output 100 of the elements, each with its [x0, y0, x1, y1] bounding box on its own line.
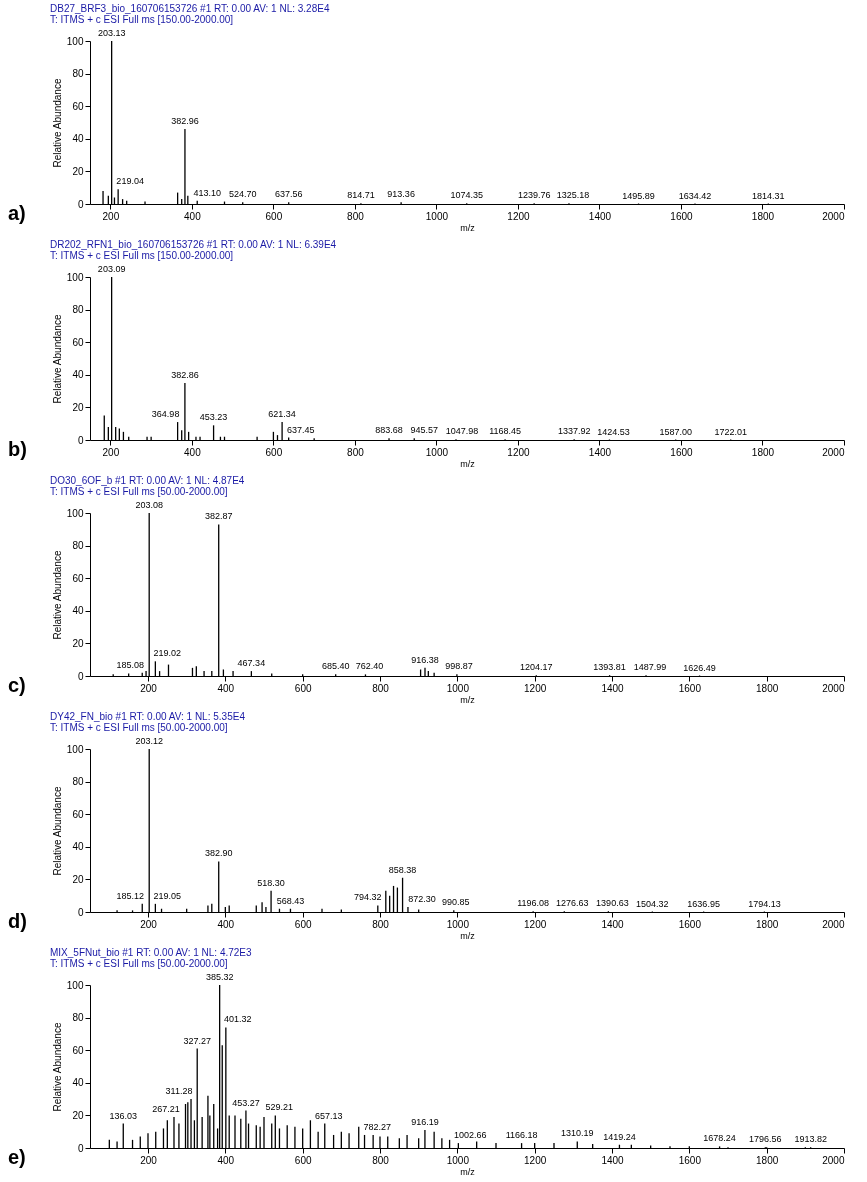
y-tick-label: 20: [72, 1109, 84, 1121]
text: a): [8, 202, 26, 224]
annotation: 529.21: [265, 1102, 294, 1113]
annotation: 1166.18: [505, 1130, 538, 1141]
annotation: 998.87: [445, 661, 473, 672]
x-tick-label: 2000: [822, 446, 845, 458]
y-tick-label: 100: [66, 271, 84, 283]
chart-title: DR202_RFN1_bio_160706153726 #1 RT: 0.00 AV: 1 NL: 6.39E4: [50, 239, 337, 250]
x-tick-label: 1000: [446, 682, 470, 694]
x-tick-label: 1400: [588, 210, 612, 222]
y-tick-label: 60: [72, 1044, 84, 1056]
annotation: 1634.42: [678, 190, 712, 201]
annotation: 657.13: [314, 1110, 343, 1121]
x-axis-title: m/z: [460, 458, 476, 469]
x-tick-label: 1600: [670, 210, 694, 222]
annotation: 1504.32: [636, 898, 669, 909]
chart-subtitle: T: ITMS + c ESI Full ms [150.00-2000.00]: [50, 250, 234, 261]
annotation: 990.85: [442, 897, 470, 908]
annotation: 1168.45: [489, 426, 522, 437]
annotation: 203.08: [135, 500, 163, 510]
chart-title: DB27_BRF3_bio_160706153726 #1 RT: 0.00 AV: 1 NL: 3.28E4: [50, 3, 330, 14]
annotation: 1487.99: [633, 662, 667, 673]
annotation: 621.34: [268, 409, 296, 420]
annotation: 872.30: [408, 894, 436, 905]
annotation: 637.45: [286, 424, 315, 435]
x-tick-label: 400: [217, 1154, 235, 1166]
annotation: 1204.17: [520, 662, 553, 673]
x-axis-title: m/z: [460, 222, 476, 233]
x-tick-label: 1600: [678, 682, 702, 694]
annotation: 1913.82: [794, 1134, 827, 1145]
annotation: 814.71: [347, 190, 375, 201]
annotation: 568.43: [276, 895, 305, 906]
annotation: 916.19: [411, 1117, 439, 1128]
annotation: 1794.13: [748, 898, 781, 909]
y-tick-label: 100: [66, 35, 84, 47]
text: d): [8, 910, 27, 932]
chart-title: MIX_5FNut_bio #1 RT: 0.00 AV: 1 NL: 4.72E3: [50, 947, 253, 958]
annotation: 1424.53: [597, 426, 630, 437]
annotation: 1626.49: [683, 662, 716, 673]
chart-subtitle: T: ITMS + c ESI Full ms [150.00-2000.00]: [50, 14, 234, 25]
annotation: 1002.66: [454, 1130, 487, 1141]
annotation: 267.21: [152, 1104, 180, 1115]
x-axis-title: m/z: [460, 930, 476, 941]
annotation: 1325.18: [556, 190, 590, 201]
x-tick-label: 1800: [751, 210, 775, 222]
y-tick-label: 80: [72, 776, 84, 788]
x-tick-label: 200: [140, 918, 158, 930]
annotation: 916.38: [411, 654, 439, 665]
y-tick-label: 0: [77, 1142, 84, 1154]
annotation: 762.40: [355, 661, 384, 672]
annotation: 883.68: [375, 425, 403, 436]
annotation: 453.27: [232, 1097, 260, 1108]
annotation: 685.40: [321, 661, 350, 672]
x-tick-label: 1800: [756, 918, 779, 930]
text: e): [8, 1146, 26, 1168]
x-tick-label: 1200: [524, 682, 547, 694]
x-tick-label: 1600: [678, 918, 702, 930]
x-tick-label: 1400: [601, 682, 625, 694]
y-tick-label: 80: [72, 68, 84, 80]
x-tick-label: 1000: [446, 1154, 470, 1166]
chart-title: DY42_FN_bio #1 RT: 0.00 AV: 1 NL: 5.35E4: [50, 711, 246, 722]
text: b): [8, 438, 27, 460]
annotation: 453.23: [199, 412, 228, 423]
y-tick-label: 60: [72, 100, 84, 112]
annotation: 794.32: [354, 892, 382, 903]
annotation: 382.96: [171, 116, 199, 127]
annotation: 1337.92: [557, 426, 591, 437]
y-tick-label: 40: [72, 133, 84, 145]
chart-subtitle: T: ITMS + c ESI Full ms [50.00-2000.00]: [50, 486, 228, 497]
annotation: 1587.00: [659, 426, 692, 437]
annotation: 382.86: [171, 369, 199, 380]
annotation: 311.28: [165, 1086, 193, 1097]
annotation: 1636.95: [687, 898, 720, 909]
x-tick-label: 600: [294, 918, 312, 930]
annotation: 327.27: [183, 1035, 211, 1046]
annotation: 185.08: [116, 659, 144, 670]
annotation: 1390.63: [596, 898, 629, 909]
annotation: 203.09: [97, 264, 126, 274]
annotation: 382.87: [204, 511, 233, 522]
annotation: 413.10: [193, 187, 221, 198]
annotation: 1678.24: [703, 1133, 736, 1144]
x-tick-label: 600: [294, 682, 312, 694]
y-tick-label: 0: [77, 670, 84, 682]
x-tick-label: 1200: [524, 918, 547, 930]
x-tick-label: 1000: [425, 446, 449, 458]
x-tick-label: 1200: [507, 446, 531, 458]
x-tick-label: 600: [265, 210, 283, 222]
y-tick-label: 40: [72, 605, 84, 617]
y-tick-label: 80: [72, 304, 84, 316]
x-tick-label: 1200: [507, 210, 531, 222]
x-tick-label: 2000: [822, 682, 845, 694]
x-tick-label: 800: [372, 682, 390, 694]
annotation: 219.04: [116, 176, 144, 187]
annotation: 364.98: [151, 409, 180, 420]
annotation: 1796.56: [749, 1134, 782, 1145]
annotation: 136.03: [109, 1110, 138, 1121]
y-tick-label: 100: [66, 979, 84, 991]
x-tick-label: 400: [184, 446, 202, 458]
annotation: 518.30: [257, 877, 285, 888]
annotation: 1310.19: [561, 1128, 594, 1139]
